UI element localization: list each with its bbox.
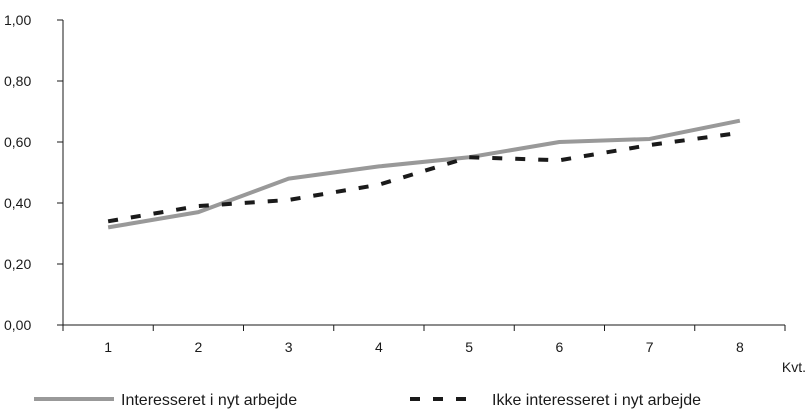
x-tick-label: 8 (736, 339, 744, 355)
x-axis-ticks: 1 2 3 4 5 6 7 8 (62, 325, 786, 355)
legend: Interesseret i nyt arbejde Ikke interesse… (34, 392, 701, 409)
series-line-1 (107, 118, 741, 230)
series-line-2 (107, 130, 741, 224)
y-tick-label: 1,00 (4, 12, 31, 28)
x-tick-label: 6 (555, 339, 563, 355)
y-tick-label: 0,00 (4, 317, 31, 333)
y-tick-label: 0,20 (4, 256, 31, 272)
chart-axes (62, 20, 785, 326)
y-tick-label: 0,80 (4, 73, 31, 89)
legend-label: Interesseret i nyt arbejde (121, 392, 297, 409)
y-axis-ticks: 0,00 0,20 0,40 0,60 0,80 1,00 (4, 12, 63, 333)
series-layer (107, 118, 741, 230)
x-tick-label: 2 (194, 339, 202, 355)
x-tick-label: 5 (465, 339, 473, 355)
x-tick-label: 7 (646, 339, 654, 355)
x-tick-label: 3 (285, 339, 293, 355)
x-axis-label: Kvt. (782, 359, 806, 375)
legend-label: Ikke interesseret i nyt arbejde (492, 392, 701, 409)
y-tick-label: 0,40 (4, 195, 31, 211)
y-tick-label: 0,60 (4, 134, 31, 150)
x-tick-label: 1 (104, 339, 112, 355)
x-tick-label: 4 (375, 339, 383, 355)
